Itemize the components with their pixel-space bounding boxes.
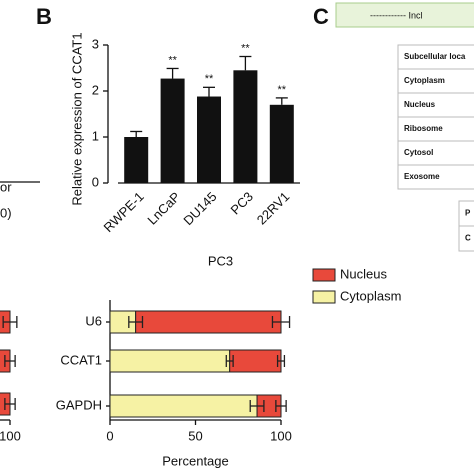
table-text: Subcellular loca [404,52,466,61]
table-text: C [465,234,471,243]
y-tick-label: 3 [92,36,99,51]
banner-text: ------------ Incl [370,10,422,20]
bar [197,96,221,183]
table-text: Cytosol [404,148,433,157]
text-fragment: 0) [0,205,12,220]
x-tick-label: LnCaP [144,189,183,228]
text-fragment: or [0,179,12,194]
legend-swatch [312,268,336,282]
x-axis-label: Percentage [162,453,229,468]
bar [233,70,258,183]
bar-segment [135,310,282,334]
banner [335,2,474,28]
x-tick-label: 22RV1 [254,189,293,228]
table-cell [397,164,474,190]
y-tick-label: 2 [92,82,99,97]
bar-segment [109,349,231,373]
legend-label: Cytoplasm [340,288,401,303]
y-tick-label: 0 [92,174,99,189]
table-text: Exosome [404,172,440,181]
y-tick-label: CCAT1 [60,352,102,367]
legend-label: Nucleus [340,266,387,281]
bar [160,78,185,183]
chart-title: PC3 [208,253,233,268]
bar-segment [229,349,282,373]
annotation: ** [241,42,250,54]
x-tick-label: DU145 [180,189,219,228]
x-tick-label: 50 [188,428,202,443]
panel-label: B [36,4,52,29]
x-tick-label: 100 [0,428,21,443]
table-text: Nucleus [404,100,436,109]
y-tick-label: GAPDH [56,397,102,412]
annotation: ** [168,54,177,66]
table-text: Cytoplasm [404,76,445,85]
bar [124,137,149,183]
annotation: ** [278,84,287,96]
bar [269,104,294,183]
panel-label: C [313,4,329,29]
y-axis-label: Relative expression of CCAT1 [69,32,84,205]
y-tick-label: U6 [85,313,102,328]
table-cell [458,225,474,252]
y-tick-label: 1 [92,128,99,143]
table-text: P [465,209,471,218]
legend-swatch [312,290,336,304]
annotation: ** [205,73,214,85]
bar-segment [109,394,258,418]
x-tick-label: 100 [270,428,292,443]
x-tick-label: RWPE-1 [101,189,147,235]
table-text: Ribosome [404,124,443,133]
x-tick-label: PC3 [227,189,255,217]
x-tick-label: 0 [106,428,113,443]
